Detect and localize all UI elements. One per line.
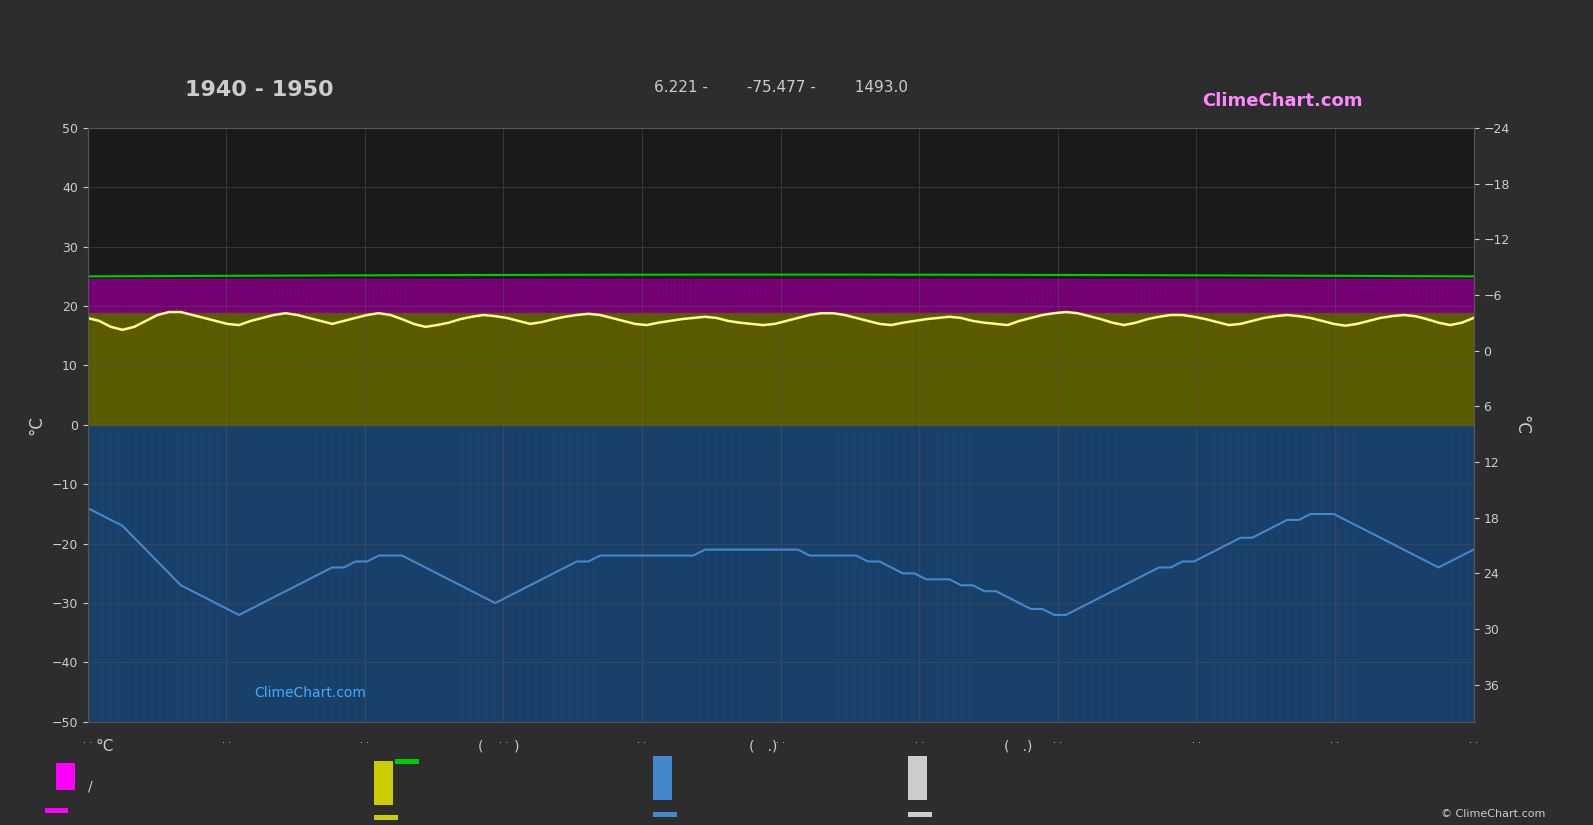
Text: · ·: · ·	[83, 738, 92, 747]
Text: · ·: · ·	[221, 738, 231, 747]
Text: · ·: · ·	[1053, 738, 1063, 747]
Text: (   .): ( .)	[1004, 740, 1032, 754]
Text: · ·: · ·	[1330, 738, 1340, 747]
Text: (   .): ( .)	[749, 740, 777, 754]
Y-axis label: °C: °C	[27, 415, 46, 435]
Bar	[374, 815, 398, 820]
Text: · ·: · ·	[637, 738, 647, 747]
Bar	[653, 812, 677, 817]
Text: · ·: · ·	[1469, 738, 1478, 747]
Text: · ·: · ·	[776, 738, 785, 747]
Bar	[908, 812, 932, 817]
Bar	[908, 756, 927, 800]
Text: ClimeChart.com: ClimeChart.com	[253, 686, 366, 700]
Text: ClimeChart.com: ClimeChart.com	[1203, 92, 1362, 111]
Text: (       ): ( )	[478, 740, 519, 754]
Bar	[374, 761, 393, 805]
Bar	[653, 756, 672, 800]
Text: 6.221 -        -75.477 -        1493.0: 6.221 - -75.477 - 1493.0	[653, 80, 908, 96]
Text: · ·: · ·	[360, 738, 370, 747]
Bar	[56, 762, 75, 790]
Text: 1940 - 1950: 1940 - 1950	[185, 80, 333, 101]
Text: /: /	[88, 780, 92, 794]
Bar	[395, 759, 419, 764]
Bar	[45, 808, 68, 813]
Text: · ·: · ·	[1192, 738, 1201, 747]
Text: °C: °C	[96, 738, 115, 754]
Y-axis label: °C: °C	[1512, 415, 1531, 435]
Text: © ClimeChart.com: © ClimeChart.com	[1440, 809, 1545, 819]
Text: · ·: · ·	[914, 738, 924, 747]
Text: · ·: · ·	[499, 738, 508, 747]
